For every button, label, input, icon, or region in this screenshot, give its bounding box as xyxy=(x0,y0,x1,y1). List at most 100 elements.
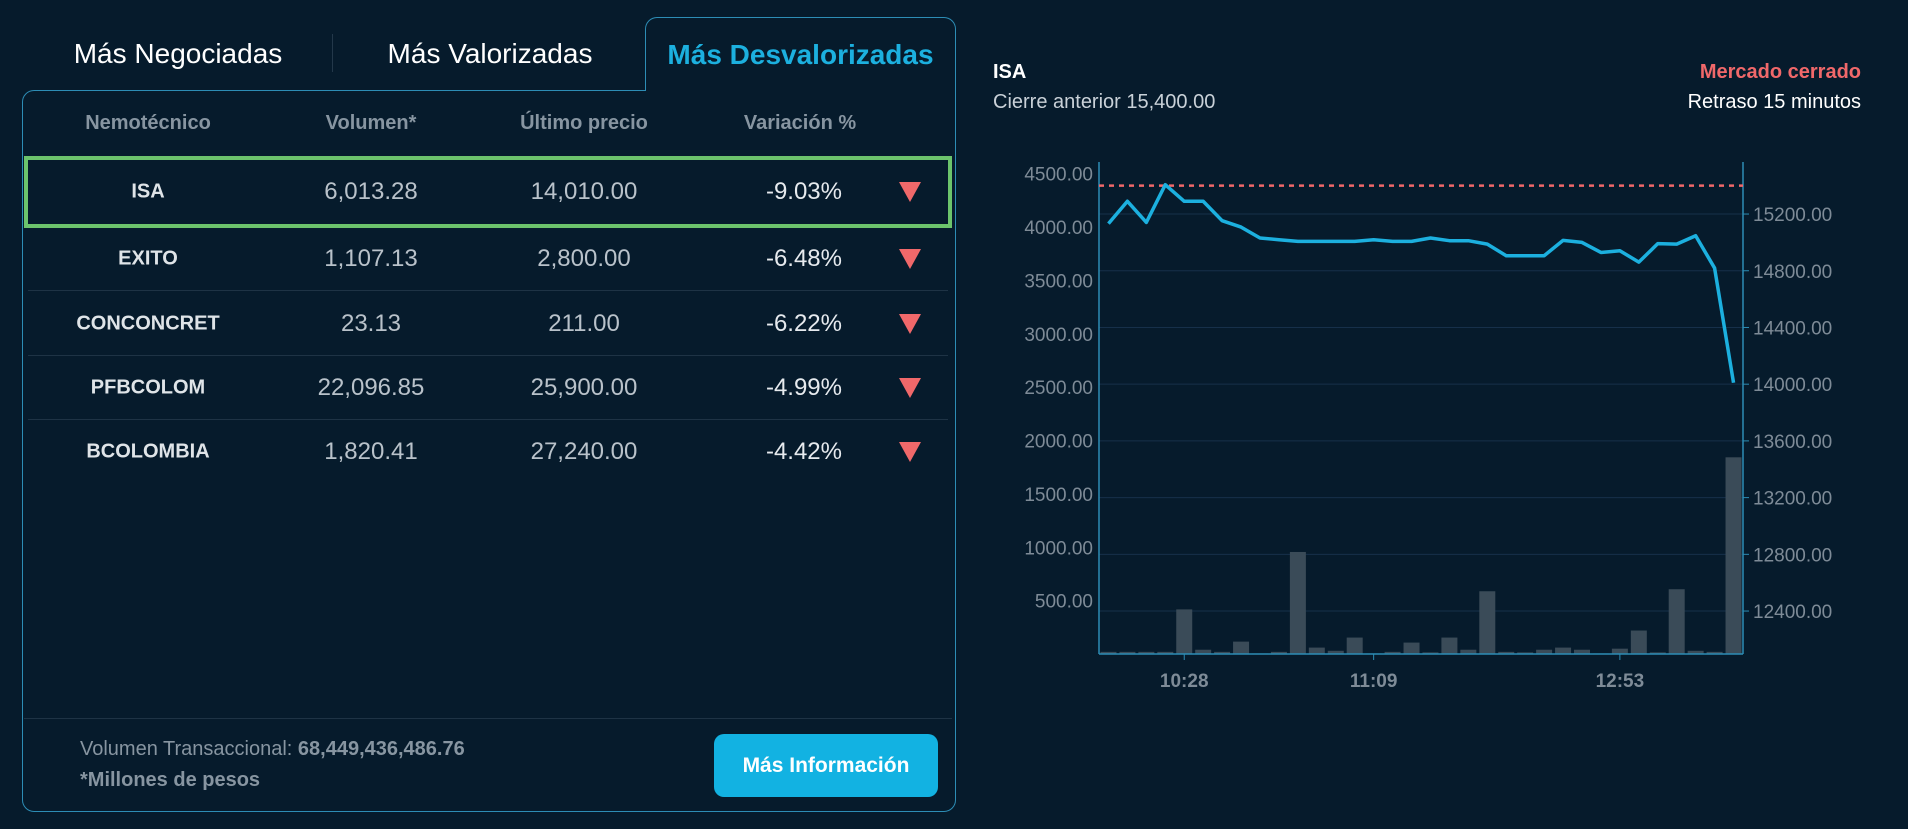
table-row[interactable]: PFBCOLOM 22,096.85 25,900.00 -4.99% xyxy=(24,356,952,420)
volume-bar xyxy=(1100,651,1117,654)
detail-symbol: ISA xyxy=(993,61,1027,83)
row-divider xyxy=(28,419,948,420)
market-status: Mercado cerrado xyxy=(1699,61,1861,83)
symbol: BCOLOMBIA xyxy=(86,440,210,463)
table-row[interactable]: BCOLOMBIA 1,820.41 27,240.00 -4.42% xyxy=(24,420,952,484)
symbol: CONCONCRET xyxy=(76,312,220,335)
volume-bar xyxy=(1574,649,1590,654)
last-price: 25,900.00 xyxy=(530,374,638,401)
down-arrow-icon xyxy=(899,249,921,269)
volume-bar xyxy=(1479,591,1496,654)
volume-value: 68,449,436,486.76 xyxy=(297,738,465,760)
volume-bar xyxy=(1517,652,1534,654)
volume-bar xyxy=(1289,551,1306,654)
volume-bar xyxy=(1611,648,1628,654)
volume-bar xyxy=(1725,457,1742,654)
header-nemotecnico[interactable]: Nemotécnico xyxy=(85,112,211,134)
price-line xyxy=(1107,182,1736,384)
volume-bar xyxy=(1649,652,1666,654)
volume-bar xyxy=(1706,651,1723,654)
volume-bar xyxy=(1195,649,1212,654)
volume-label: Volumen Transaccional: xyxy=(80,738,298,760)
symbol: EXITO xyxy=(118,247,178,270)
right-tick-label: 12400.00 xyxy=(1753,602,1832,623)
volume: 6,013.28 xyxy=(324,178,418,205)
volume-bar xyxy=(1441,637,1458,654)
last-price: 27,240.00 xyxy=(530,438,638,465)
x-tick-label: 12:53 xyxy=(1596,671,1645,692)
table-row[interactable]: EXITO 1,107.13 2,800.00 -6.48% xyxy=(24,227,952,291)
tab-divider xyxy=(332,34,333,72)
volume-bar xyxy=(1498,651,1515,654)
change-percent: -4.99% xyxy=(765,374,842,401)
volume-transaccional: Volumen Transaccional: 68,449,436,486.76 xyxy=(80,738,465,761)
table-panel xyxy=(22,90,956,812)
left-tick-label: 3000.00 xyxy=(1024,325,1093,346)
volume-bar xyxy=(1422,652,1439,654)
mas-informacion-button[interactable]: Más Información xyxy=(714,734,938,797)
volume-bar xyxy=(1687,650,1704,654)
volume-bar xyxy=(1668,589,1685,654)
left-tick-label: 4000.00 xyxy=(1024,218,1093,239)
previous-close: Cierre anterior 15,400.00 xyxy=(993,91,1216,113)
right-tick-label: 13600.00 xyxy=(1753,432,1832,453)
volume-bar xyxy=(1308,647,1325,654)
down-arrow-icon xyxy=(899,378,921,398)
left-tick-label: 2000.00 xyxy=(1024,432,1093,453)
footnote: *Millones de pesos xyxy=(80,769,261,791)
right-tick-label: 14000.00 xyxy=(1753,375,1832,396)
volume: 23.13 xyxy=(340,310,402,337)
tab-mas-negociadas[interactable]: Más Negociadas xyxy=(73,38,283,69)
volume-bar xyxy=(1384,651,1401,654)
right-tick-label: 12800.00 xyxy=(1753,545,1832,566)
left-tick-label: 2500.00 xyxy=(1024,378,1093,399)
header-volumen[interactable]: Volumen* xyxy=(325,112,417,134)
volume-bar xyxy=(1270,651,1287,654)
change-percent: -6.22% xyxy=(765,310,842,337)
last-price: 14,010.00 xyxy=(530,178,638,205)
volume: 1,107.13 xyxy=(324,245,418,272)
last-price: 2,800.00 xyxy=(537,245,631,272)
left-tick-label: 3500.00 xyxy=(1024,271,1093,292)
down-arrow-icon xyxy=(899,314,921,334)
volume-bar xyxy=(1630,630,1647,654)
change-percent: -6.48% xyxy=(765,245,842,272)
volume-bar xyxy=(1460,649,1477,654)
table-row[interactable]: ISA 6,013.28 14,010.00 -9.03% xyxy=(24,156,952,228)
volume-bar xyxy=(1536,649,1553,654)
volume: 1,820.41 xyxy=(324,438,418,465)
right-tick-label: 13200.00 xyxy=(1753,489,1832,510)
footer-divider xyxy=(24,718,952,719)
down-arrow-icon xyxy=(899,182,921,202)
volume: 22,096.85 xyxy=(317,374,425,401)
volume-bar xyxy=(1157,651,1174,654)
volume-bar xyxy=(1119,651,1136,654)
row-divider xyxy=(28,355,948,356)
header-variacion[interactable]: Variación % xyxy=(743,112,857,134)
change-percent: -9.03% xyxy=(765,178,842,205)
right-tick-label: 14400.00 xyxy=(1753,318,1832,339)
left-tick-label: 4500.00 xyxy=(1024,165,1093,186)
volume-bar xyxy=(1555,647,1572,654)
x-tick-label: 10:28 xyxy=(1160,671,1209,692)
header-ultimo-precio[interactable]: Último precio xyxy=(520,112,648,134)
delay-notice: Retraso 15 minutos xyxy=(1687,91,1861,113)
right-tick-label: 14800.00 xyxy=(1753,262,1832,283)
tab-mas-valorizadas[interactable]: Más Valorizadas xyxy=(387,38,593,69)
left-tick-label: 1000.00 xyxy=(1024,538,1093,559)
last-price: 211.00 xyxy=(548,310,620,337)
x-tick-label: 11:09 xyxy=(1350,671,1398,692)
tab-mas-desvalorizadas[interactable]: Más Desvalorizadas xyxy=(645,17,956,91)
volume-bar xyxy=(1346,637,1363,654)
right-tick-label: 15200.00 xyxy=(1753,205,1832,226)
table-row[interactable]: CONCONCRET 23.13 211.00 -6.22% xyxy=(24,292,952,356)
down-arrow-icon xyxy=(899,442,921,462)
volume-bar xyxy=(1176,609,1193,654)
change-percent: -4.42% xyxy=(765,438,842,465)
volume-bar xyxy=(1327,650,1344,654)
volume-bar xyxy=(1233,641,1250,654)
volume-bar xyxy=(1138,651,1155,654)
volume-bar xyxy=(1403,642,1420,654)
left-tick-label: 500.00 xyxy=(1035,592,1093,613)
